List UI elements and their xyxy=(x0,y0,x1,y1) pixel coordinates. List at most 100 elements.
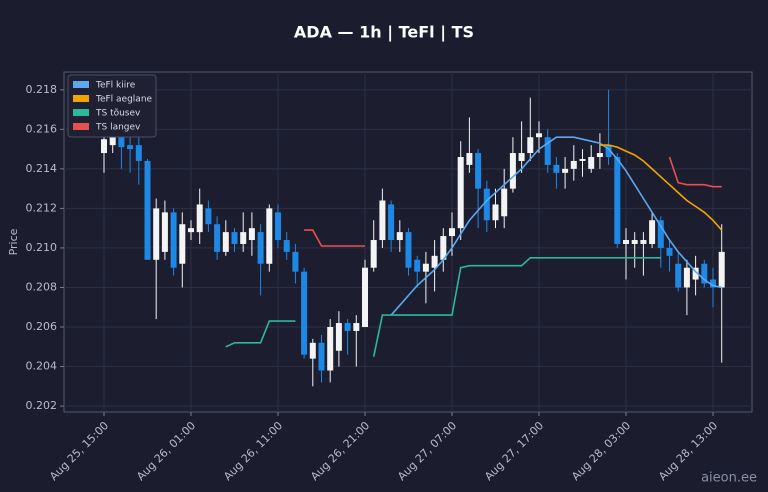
candle-body xyxy=(536,133,542,138)
legend-label: TeFl kiire xyxy=(95,81,136,91)
y-tick-label: 0.210 xyxy=(26,241,58,254)
overlay-line xyxy=(372,257,661,357)
candle-body xyxy=(101,139,107,154)
candle-body xyxy=(335,323,342,351)
candle-body xyxy=(353,323,360,331)
candle-body xyxy=(292,251,299,272)
y-tick-label: 0.214 xyxy=(26,162,58,175)
candle-body xyxy=(605,145,612,157)
candle-body xyxy=(196,204,203,233)
candle-body xyxy=(405,232,412,268)
candle-body xyxy=(144,160,151,260)
candle-body xyxy=(396,232,403,241)
candle-body xyxy=(562,168,569,173)
candle-body xyxy=(614,157,621,244)
candle-body xyxy=(362,267,368,327)
candle-body xyxy=(344,323,351,331)
candle-body xyxy=(440,236,447,260)
candle-body xyxy=(257,232,264,264)
legend-label: TeFl aeglane xyxy=(95,95,153,105)
candle-body xyxy=(710,279,716,288)
candle-body xyxy=(309,342,316,359)
candle-body xyxy=(475,153,482,189)
y-tick-label: 0.208 xyxy=(26,280,58,293)
candle-body xyxy=(570,160,577,169)
candle-body xyxy=(214,224,221,252)
y-tick-label: 0.202 xyxy=(26,399,58,412)
candle-body xyxy=(449,228,455,237)
legend-box xyxy=(67,74,157,138)
candle-body xyxy=(231,232,238,244)
candle-body xyxy=(127,145,134,150)
overlay-line xyxy=(668,156,722,188)
y-tick-label: 0.216 xyxy=(26,122,58,135)
candle-body xyxy=(240,232,247,244)
candle-body xyxy=(692,267,699,280)
candle-body xyxy=(327,327,334,371)
legend-label: TS langev xyxy=(95,123,141,133)
overlay-line xyxy=(390,136,722,316)
candle-body xyxy=(370,240,377,268)
candle-body xyxy=(579,158,586,161)
candle-body xyxy=(509,153,516,189)
candle-body xyxy=(388,204,395,241)
candle-body xyxy=(657,220,664,248)
candle-body xyxy=(188,228,194,233)
candle-body xyxy=(466,153,473,165)
candle-body xyxy=(109,137,116,146)
candle-body xyxy=(266,208,273,264)
candle-body xyxy=(640,240,647,244)
candle-body xyxy=(701,263,708,284)
legend-swatch xyxy=(73,81,89,88)
candle-body xyxy=(718,251,725,288)
candle-body xyxy=(222,232,229,252)
candle-body xyxy=(275,212,281,241)
overlay-line xyxy=(304,229,365,247)
candle-body xyxy=(553,164,560,173)
candle-body xyxy=(666,247,673,256)
candle-body xyxy=(649,220,656,244)
y-tick-label: 0.212 xyxy=(26,201,58,214)
legend: TeFl kiire TeFl aeglane TS tõusev TS langev xyxy=(67,74,157,138)
candle-body xyxy=(118,137,125,148)
candle-body xyxy=(205,208,212,225)
candle-body xyxy=(431,255,438,268)
candle-body xyxy=(422,263,429,272)
candle-body xyxy=(248,228,255,241)
candle-body xyxy=(318,342,325,371)
y-axis-label: Price xyxy=(7,228,20,255)
candle-body xyxy=(683,267,690,288)
candle-body xyxy=(135,145,142,161)
overlay-line xyxy=(599,144,723,231)
candle-body xyxy=(631,240,638,244)
candle-body xyxy=(179,224,186,264)
legend-label: TS tõusev xyxy=(95,109,141,119)
candle-body xyxy=(501,188,508,217)
candle-body xyxy=(623,240,629,244)
candle-body xyxy=(588,157,595,169)
candle-body xyxy=(301,271,308,355)
candle-body xyxy=(492,204,499,221)
y-tick-label: 0.218 xyxy=(26,83,58,96)
candle-body xyxy=(457,157,464,229)
candle-body xyxy=(483,188,490,221)
candle-body xyxy=(283,240,290,252)
candle-body xyxy=(414,259,421,272)
chart-title: ADA — 1h | TeFl | TS xyxy=(294,23,474,43)
watermark: aieon.ee xyxy=(701,471,757,486)
y-tick-label: 0.204 xyxy=(26,360,58,373)
candle-body xyxy=(527,137,534,154)
candle-body xyxy=(596,153,603,157)
candle-body xyxy=(379,200,386,241)
candle-body xyxy=(675,263,682,288)
y-tick-label: 0.206 xyxy=(26,320,58,333)
legend-swatch xyxy=(73,95,89,102)
candle-body xyxy=(161,212,168,252)
candle-body xyxy=(170,212,177,268)
candle-body xyxy=(544,137,551,165)
candle-body xyxy=(153,208,160,260)
candle-body xyxy=(518,153,525,161)
legend-swatch xyxy=(73,109,89,116)
